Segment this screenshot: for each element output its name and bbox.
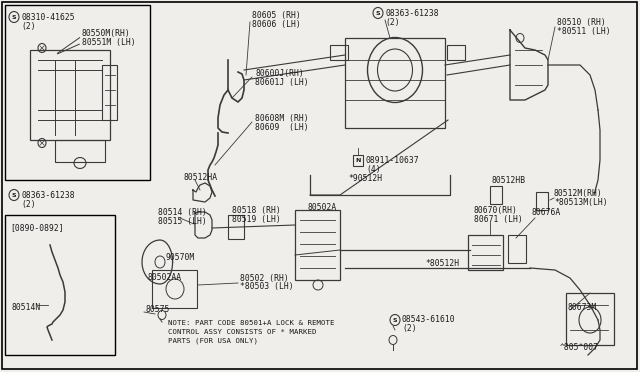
Text: *80513M(LH): *80513M(LH) xyxy=(554,198,607,206)
Text: 80502A: 80502A xyxy=(308,202,337,212)
Text: ^805^007: ^805^007 xyxy=(560,343,599,353)
Text: *80503 (LH): *80503 (LH) xyxy=(240,282,294,292)
Bar xyxy=(468,235,503,270)
Bar xyxy=(536,192,548,210)
Bar xyxy=(5,5,150,180)
Text: 80550M(RH): 80550M(RH) xyxy=(82,29,131,38)
Text: *80511 (LH): *80511 (LH) xyxy=(557,26,611,35)
Text: CONTROL ASSY CONSISTS OF * MARKED: CONTROL ASSY CONSISTS OF * MARKED xyxy=(168,329,317,335)
Bar xyxy=(508,235,526,263)
Text: 80601J (LH): 80601J (LH) xyxy=(255,77,308,87)
Text: (2): (2) xyxy=(21,199,36,208)
Text: 80673M: 80673M xyxy=(568,302,597,311)
Bar xyxy=(5,215,115,355)
Text: S: S xyxy=(393,317,397,323)
Bar xyxy=(102,65,117,120)
Bar xyxy=(228,215,244,239)
Text: 80606 (LH): 80606 (LH) xyxy=(252,19,301,29)
Bar xyxy=(152,270,197,308)
Text: 80502AA: 80502AA xyxy=(148,273,182,282)
Bar xyxy=(566,293,614,345)
Text: 08363-61238: 08363-61238 xyxy=(21,190,75,199)
Text: 80600J(RH): 80600J(RH) xyxy=(255,68,304,77)
Bar xyxy=(330,45,348,60)
Text: PARTS (FOR USA ONLY): PARTS (FOR USA ONLY) xyxy=(168,338,258,344)
Text: (2): (2) xyxy=(402,324,417,334)
Ellipse shape xyxy=(9,189,19,201)
Bar xyxy=(295,210,340,280)
Text: [0890-0892]: [0890-0892] xyxy=(10,224,63,232)
Text: NOTE: PART CODE 80501+A LOCK & REMOTE: NOTE: PART CODE 80501+A LOCK & REMOTE xyxy=(168,320,335,326)
Text: 80609  (LH): 80609 (LH) xyxy=(255,122,308,131)
Text: (4): (4) xyxy=(366,164,381,173)
Text: 08363-61238: 08363-61238 xyxy=(385,9,438,17)
Text: 80512M(RH): 80512M(RH) xyxy=(554,189,603,198)
Text: 80519 (LH): 80519 (LH) xyxy=(232,215,281,224)
Text: S: S xyxy=(12,192,16,198)
Text: *80512H: *80512H xyxy=(425,260,459,269)
Text: N: N xyxy=(355,157,361,163)
Text: (2): (2) xyxy=(385,17,399,26)
Ellipse shape xyxy=(9,12,19,22)
Text: *90512H: *90512H xyxy=(348,173,382,183)
Text: 80502 (RH): 80502 (RH) xyxy=(240,273,289,282)
Text: 80518 (RH): 80518 (RH) xyxy=(232,205,281,215)
Text: (2): (2) xyxy=(21,22,36,31)
Text: 08543-61610: 08543-61610 xyxy=(402,315,456,324)
Text: 80512HB: 80512HB xyxy=(492,176,526,185)
Bar xyxy=(345,38,445,128)
Text: S: S xyxy=(12,15,16,19)
Text: 80512HA: 80512HA xyxy=(183,173,217,182)
Text: 80575: 80575 xyxy=(145,305,170,314)
Text: 80551M (LH): 80551M (LH) xyxy=(82,38,136,46)
Bar xyxy=(447,45,465,60)
Text: 80514 (RH): 80514 (RH) xyxy=(158,208,207,217)
Text: 80608M (RH): 80608M (RH) xyxy=(255,113,308,122)
Bar xyxy=(55,140,105,162)
Bar xyxy=(30,50,110,140)
Text: 80514N: 80514N xyxy=(12,304,41,312)
Text: 80671 (LH): 80671 (LH) xyxy=(474,215,523,224)
Text: 80605 (RH): 80605 (RH) xyxy=(252,10,301,19)
Text: 08911-10637: 08911-10637 xyxy=(366,155,420,164)
Text: S: S xyxy=(376,10,380,16)
Text: 80676A: 80676A xyxy=(532,208,561,217)
Text: 08310-41625: 08310-41625 xyxy=(21,13,75,22)
Bar xyxy=(490,186,502,204)
Text: 80670(RH): 80670(RH) xyxy=(474,205,518,215)
Ellipse shape xyxy=(373,7,383,19)
Ellipse shape xyxy=(390,314,400,326)
Bar xyxy=(353,154,363,166)
Text: 80515 (LH): 80515 (LH) xyxy=(158,217,207,225)
Text: 80510 (RH): 80510 (RH) xyxy=(557,17,605,26)
Text: 90570M: 90570M xyxy=(165,253,195,262)
